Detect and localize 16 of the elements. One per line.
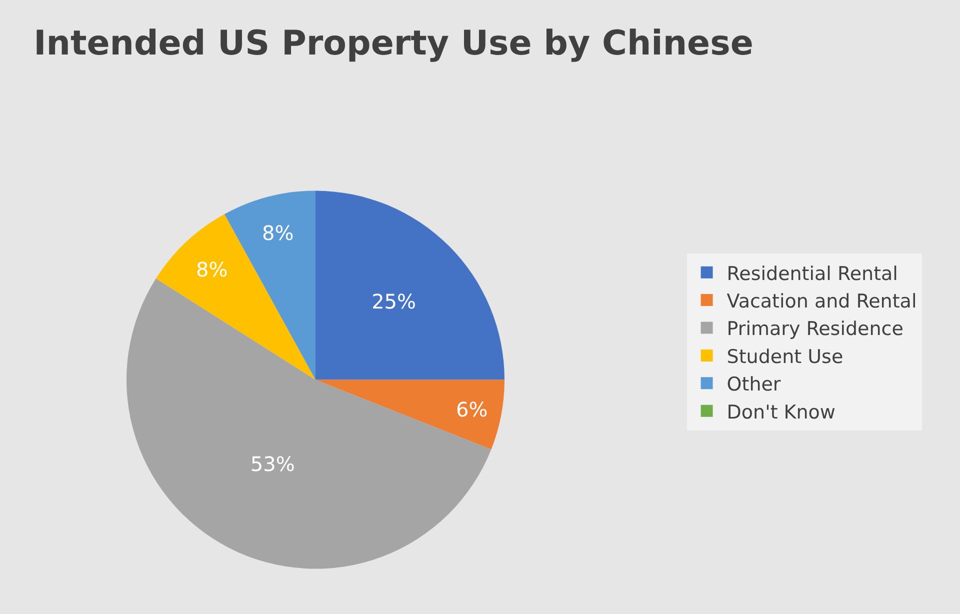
pie-slice (126, 278, 492, 569)
legend-label: Student Use (726, 346, 844, 368)
legend-label: Primary Residence (726, 318, 904, 340)
data-label: 6% (456, 398, 488, 422)
data-label: 25% (372, 290, 416, 314)
chart-title: Intended US Property Use by Chinese (34, 24, 754, 64)
pie-slice (156, 214, 316, 380)
data-label: 53% (250, 452, 295, 476)
data-label: 8% (196, 257, 228, 282)
pie-slice (316, 380, 504, 450)
legend-label: Don't Know (726, 401, 836, 424)
pie-slice (316, 190, 504, 380)
legend-label: Other (726, 374, 781, 396)
legend-label: Residential Rental (726, 262, 898, 285)
data-label: 8% (262, 221, 294, 246)
legend-label: Vacation and Rental (726, 290, 917, 312)
